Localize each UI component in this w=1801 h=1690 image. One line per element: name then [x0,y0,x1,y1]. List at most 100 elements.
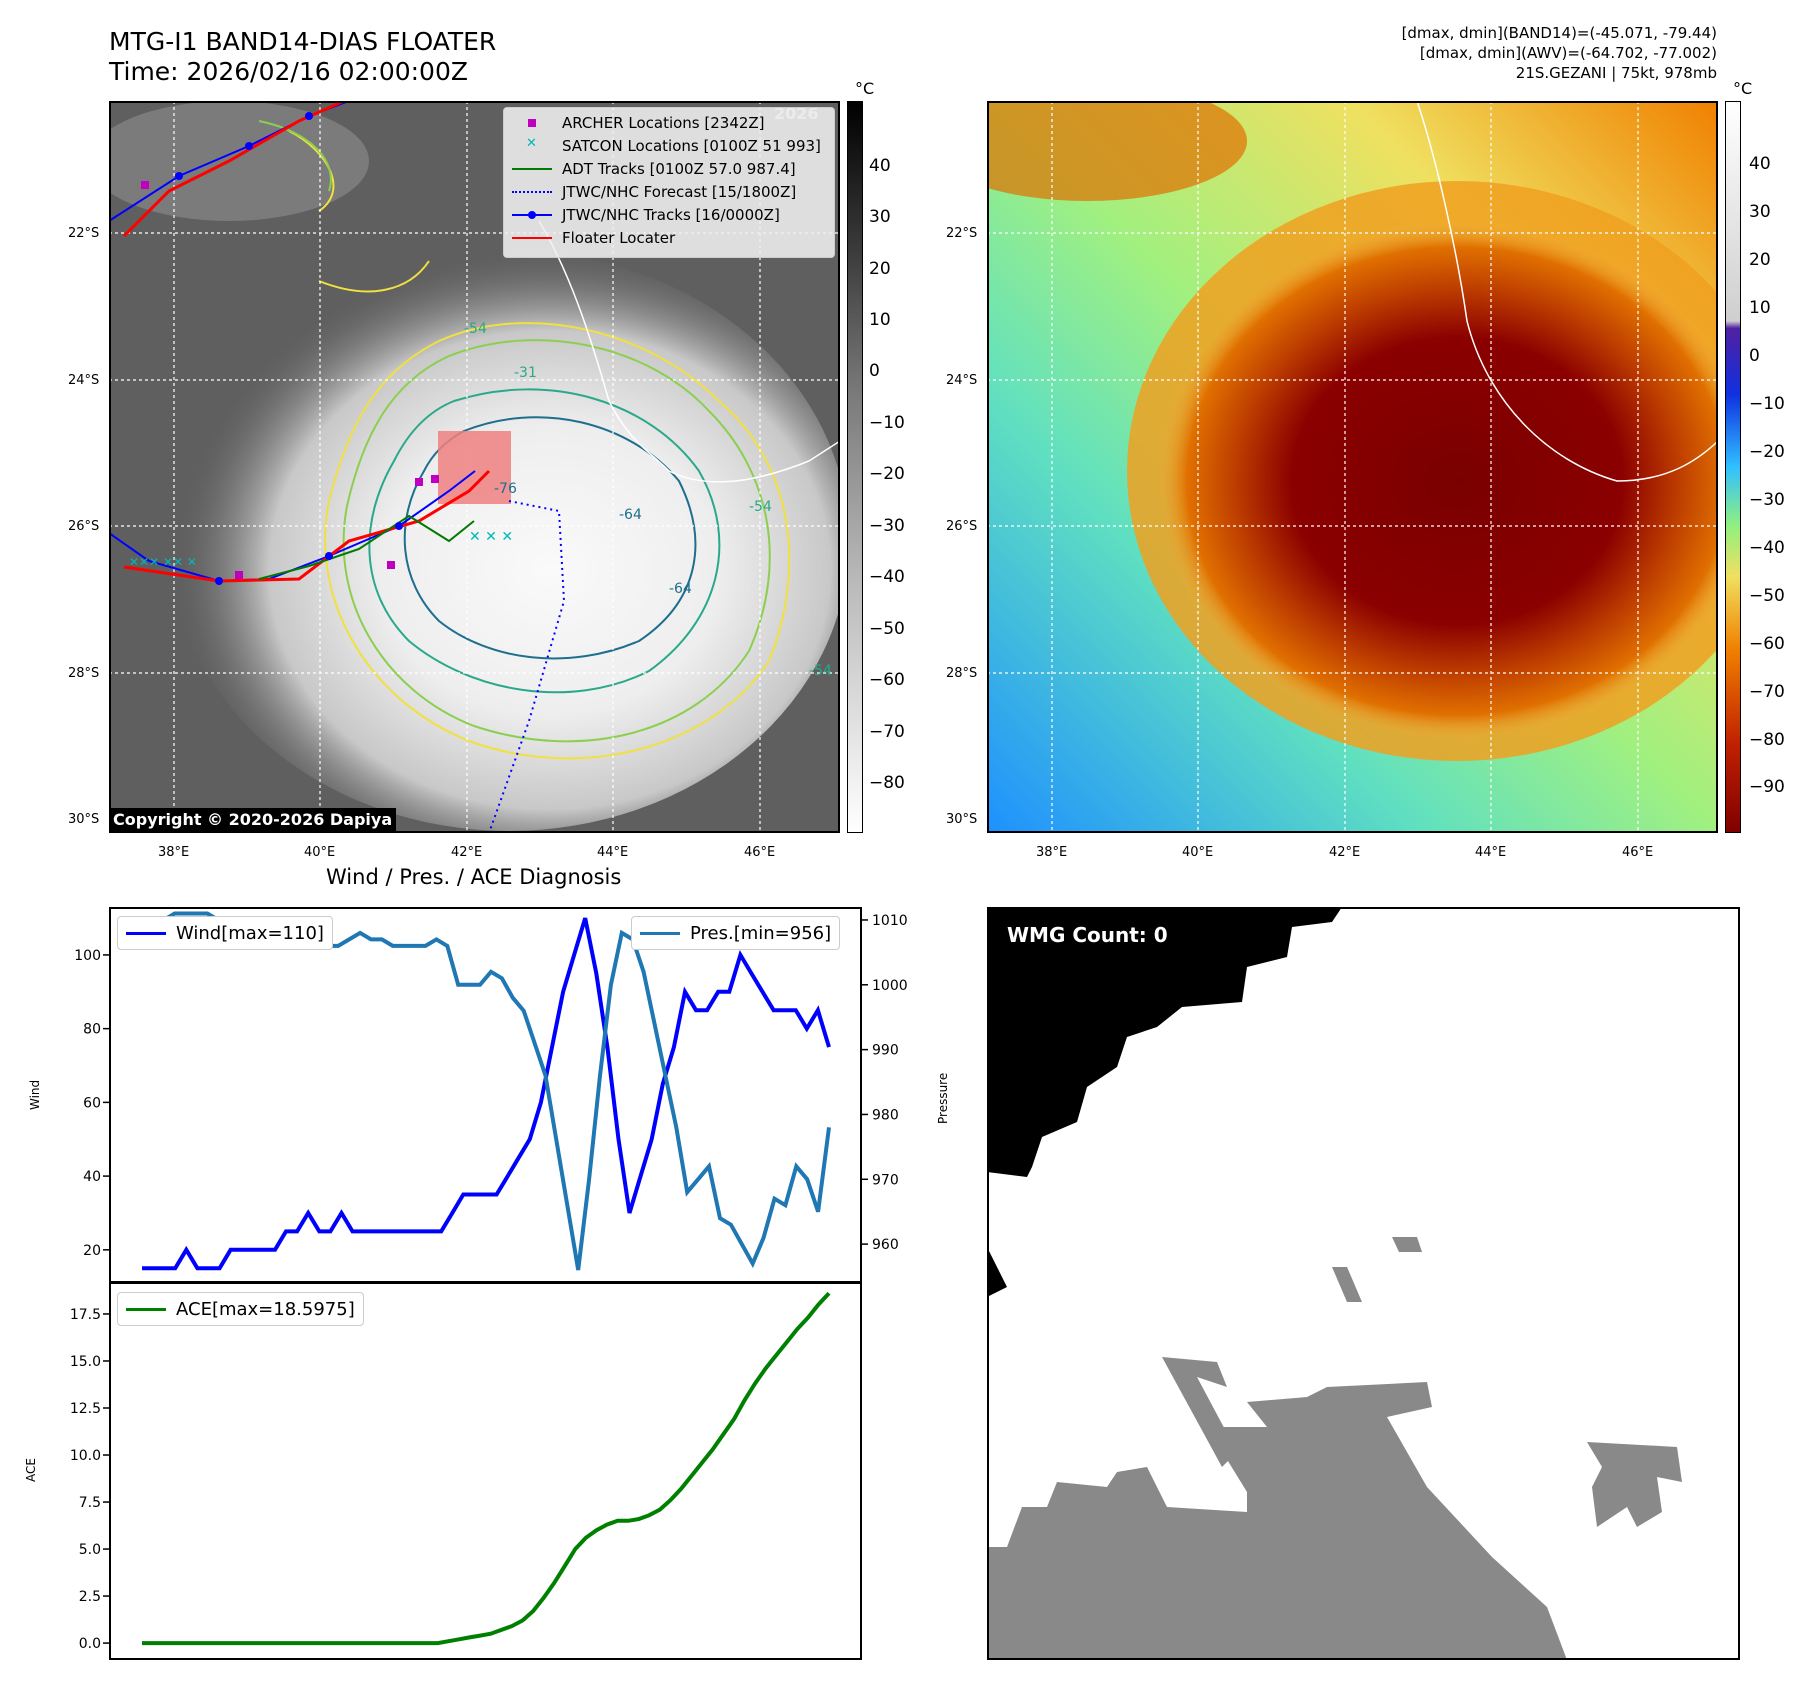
y-tick-label: 1000 [872,978,908,994]
y-tick-label: 970 [872,1172,899,1188]
lat-tick: 30°S [946,812,978,827]
lon-tick: 46°E [1622,845,1654,860]
wmg-panel [987,907,1740,1660]
y-tick-label: 7.5 [79,1495,101,1511]
colorbar-tick: −60 [1749,633,1785,654]
colorbar-tick: 30 [1749,202,1771,223]
ace-chart: 0.0 2.5 5.0 7.5 10.0 12.5 15.0 17.5 [70,1291,831,1652]
lat-tick: 26°S [946,519,978,534]
colorbar-tick: −80 [1749,729,1785,750]
ace-legend: ACE[max=18.5975] [117,1292,364,1326]
info-awv: [dmax, dmin](AWV)=(-64.702, -77.002) [1419,44,1717,62]
colorbar-tick: 40 [1749,154,1771,175]
contour-yellow [324,322,791,760]
colorbar-tick: −30 [1749,489,1785,510]
colorbar-tick: −40 [1749,537,1785,558]
wind-series-line [142,917,831,1271]
ir-map-frame [109,101,840,833]
jtwc-track [109,470,476,583]
figure-title: MTG-I1 BAND14-DIAS FLOATER [109,27,497,56]
diagnosis-title: Wind / Pres. / ACE Diagnosis [326,865,622,889]
wind-axis-label: Wind [28,1079,42,1110]
colorbar-tick: −20 [869,464,905,485]
lon-tick: 38°E [1036,845,1068,860]
colorbar-right [1725,101,1741,833]
legend-item-ace: ACE[max=18.5975] [118,1296,355,1322]
y-tick-label: 20 [83,1243,101,1259]
contour-teal [368,388,721,694]
colorbar-tick: 10 [869,310,891,330]
lat-tick: 22°S [68,226,100,241]
colorbar-tick: 0 [869,361,880,382]
lat-tick: 22°S [946,226,978,241]
contour-label: -54 [749,499,772,515]
legend-item-archer: ARCHER Locations [2342Z] [504,111,834,134]
wmg-count-label: WMG Count: 0 [1007,923,1168,947]
y-tick-label: 60 [83,1095,101,1111]
y-tick-label: 17.5 [70,1307,101,1323]
wind-chart-frame [109,907,862,1283]
wind-legend: Wind[max=110] [117,916,333,950]
colorbar-tick: −90 [1749,777,1785,798]
colorbar-right-unit: °C [1733,79,1753,98]
colorbar-tick: 40 [869,155,891,176]
lon-tick: 44°E [597,845,629,860]
contour-blue [403,416,697,660]
lon-tick: 42°E [1329,845,1361,860]
colorbar-tick: −70 [869,721,905,742]
legend-item-pressure: Pres.[min=956] [632,920,831,946]
y-tick-label: 5.0 [79,1542,101,1558]
floater-box [438,431,511,504]
pressure-axis-label: Pressure [936,1072,950,1124]
lat-tick: 28°S [68,666,100,681]
lon-tick: 40°E [304,845,336,860]
svg-text:✕✕✕ ✕✕ ✕: ✕✕✕ ✕✕ ✕ [129,555,197,569]
y-tick-label: 1010 [872,913,908,929]
contour-label: -64 [669,581,692,597]
colorbar-tick: 10 [1749,298,1771,318]
lon-tick: 44°E [1475,845,1507,860]
figure-time: Time: 2026/02/16 02:00:00Z [109,57,468,86]
lon-tick: 46°E [744,845,776,860]
lat-tick: 28°S [946,666,978,681]
svg-text:✕ ✕ ✕: ✕ ✕ ✕ [469,529,513,545]
y-tick-label: 100 [74,948,101,964]
y-tick-label: 15.0 [70,1354,101,1370]
colorbar-tick: −50 [1749,585,1785,606]
y-tick-label: 10.0 [70,1448,101,1464]
lat-tick: 24°S [946,373,978,388]
contour-label: -76 [494,481,517,497]
colorbar-tick: 30 [869,207,891,228]
lon-tick: 38°E [158,845,190,860]
awv-satellite-map [987,101,1718,833]
colorbar-tick: −10 [1749,393,1785,414]
map-legend: ARCHER Locations [2342Z] ✕ SATCON Locati… [503,107,835,258]
colorbar-tick: −40 [869,567,905,588]
lon-tick: 40°E [1182,845,1214,860]
y-tick-label: 80 [83,1022,101,1038]
colorbar-tick: −80 [869,773,905,794]
wmg-black-region [987,907,1342,1177]
wmg-frame [987,907,1740,1660]
colorbar-tick: −60 [869,670,905,691]
ace-axis-label: ACE [24,1458,38,1482]
colorbar-tick: 20 [869,258,891,279]
wmg-gray-region [987,1382,1567,1660]
colorbar-left [847,101,863,833]
legend-item-jtwc: JTWC/NHC Tracks [16/0000Z] [504,203,834,226]
info-storm: 21S.GEZANI | 75kt, 978mb [1515,64,1717,82]
lat-tick: 30°S [68,812,100,827]
awv-map-frame [987,101,1718,833]
awv-gridlines [987,101,1718,833]
colorbar-tick: −10 [869,412,905,433]
colorbar-tick: −30 [869,515,905,536]
colorbar-left-unit: °C [855,79,875,98]
legend-item-floater: Floater Locater [504,226,834,249]
legend-item-forecast: JTWC/NHC Forecast [15/1800Z] [504,180,834,203]
colorbar-tick: 20 [1749,250,1771,271]
ace-series-line [142,1291,831,1646]
y-tick-label: 12.5 [70,1401,101,1417]
lon-tick: 42°E [451,845,483,860]
y-tick-label: 40 [83,1169,101,1185]
y-tick-label: 0.0 [79,1636,101,1652]
